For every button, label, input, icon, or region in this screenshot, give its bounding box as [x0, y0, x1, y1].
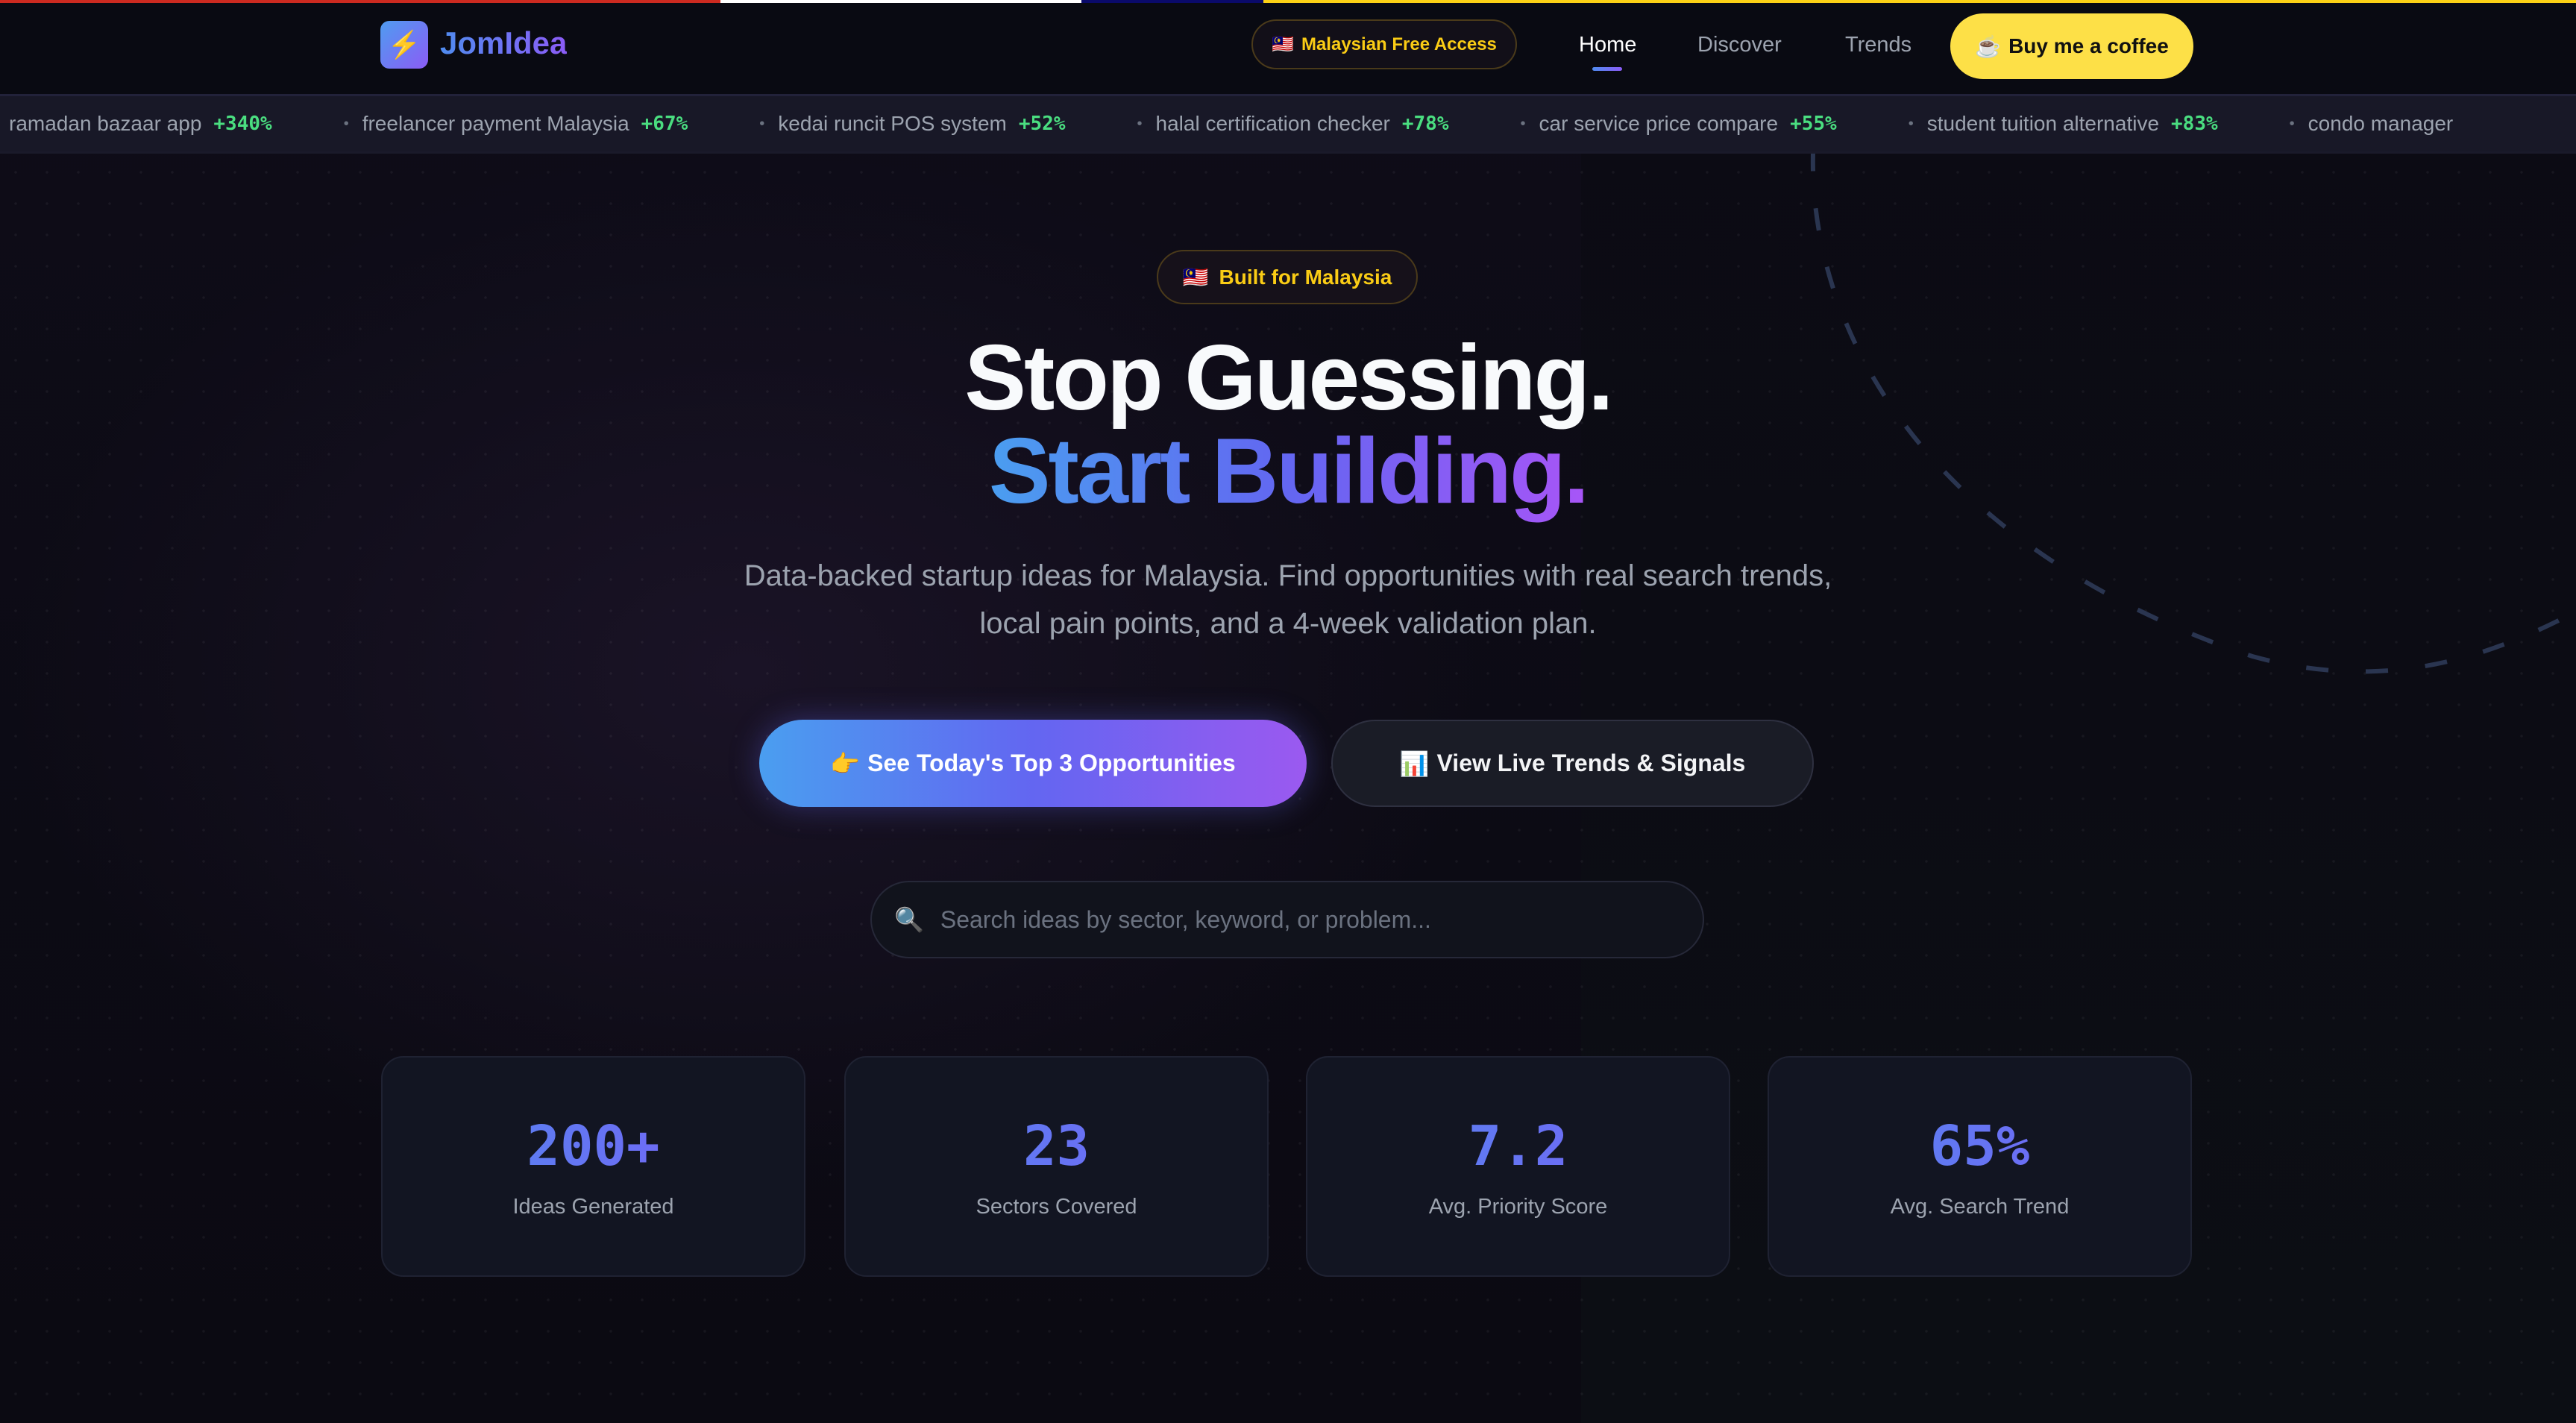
bullet: • [1908, 115, 1914, 132]
ticker-term: student tuition alternative [1926, 112, 2160, 135]
primary-cta-label: See Today's Top 3 Opportunities [867, 750, 1236, 776]
stat-label: Sectors Covered [976, 1195, 1137, 1219]
hero-title-line2: Start Building. [0, 425, 2576, 518]
stat-label: Avg. Search Trend [1890, 1195, 2070, 1219]
top-nav: ⚡ JomIdea 🇲🇾 Malaysian Free Access Home D… [0, 3, 2576, 94]
ticker-term: ramadan bazaar app [9, 112, 202, 135]
subtitle-line1: Data-backed startup ideas for Malaysia. … [744, 559, 1832, 592]
ticker-change: +67% [641, 113, 688, 135]
built-for-malaysia-badge: 🇲🇾 Built for Malaysia [1157, 250, 1418, 304]
subtitle-line2: local pain points, and a 4-week validati… [979, 607, 1597, 640]
stat-label: Avg. Priority Score [1428, 1195, 1608, 1219]
search-icon: 🔍 [894, 906, 924, 933]
hero-title-gradient: Start Building. [988, 420, 1589, 523]
logo-lightning-icon[interactable]: ⚡ [380, 21, 428, 69]
stat-value: 65% [1769, 1114, 2190, 1178]
ticker-item[interactable]: ramadan bazaar app +340% [9, 112, 272, 136]
hero-title-line1: Stop Guessing. [964, 327, 1613, 430]
ticker-change: +83% [2171, 113, 2218, 135]
ticker-term: kedai runcit POS system [778, 112, 1007, 135]
pill-label: Malaysian Free Access [1301, 34, 1497, 54]
ticker-change: +340% [213, 113, 272, 135]
ticker-change: +52% [1018, 113, 1066, 135]
malaysia-flag-icon: 🇲🇾 [1272, 34, 1294, 54]
brand-name[interactable]: JomIdea [440, 25, 568, 60]
buy-me-a-coffee-button[interactable]: ☕ Buy me a coffee [1950, 13, 2193, 79]
stat-card: 200+ Ideas Generated [381, 1056, 805, 1277]
coffee-label: Buy me a coffee [2008, 34, 2169, 57]
bullet: • [1137, 115, 1143, 132]
malaysia-flag-icon: 🇲🇾 [1182, 266, 1209, 289]
bullet: • [1520, 115, 1526, 132]
stat-value: 7.2 [1307, 1114, 1729, 1178]
stat-value: 23 [846, 1114, 1267, 1178]
coffee-icon: ☕ [1975, 34, 2002, 58]
ticker-term: car service price compare [1539, 112, 1779, 135]
live-trends-button[interactable]: 📊 View Live Trends & Signals [1331, 720, 1814, 807]
stat-value: 200+ [383, 1114, 804, 1178]
nav-trends[interactable]: Trends [1845, 33, 1912, 57]
search-bar[interactable]: 🔍 [870, 881, 1704, 958]
ticker-item[interactable]: • freelancer payment Malaysia +67% [344, 112, 688, 136]
bar-chart-icon: 📊 [1399, 750, 1430, 777]
badge-label: Built for Malaysia [1219, 265, 1392, 289]
bullet: • [2289, 115, 2295, 132]
ticker-term: condo manager [2308, 112, 2454, 135]
ticker-item[interactable]: • student tuition alternative +83% [1909, 112, 2218, 136]
ticker-change: +78% [1401, 113, 1449, 135]
stat-card: 65% Avg. Search Trend [1768, 1056, 2192, 1277]
search-input[interactable] [940, 905, 1612, 934]
trend-ticker: ramadan bazaar app +340% • freelancer payme… [0, 94, 2576, 154]
ticker-item[interactable]: • kedai runcit POS system +52% [759, 112, 1065, 136]
malaysian-free-access-pill[interactable]: 🇲🇾 Malaysian Free Access [1251, 19, 1517, 69]
ticker-item[interactable]: • halal certification checker +78% [1137, 112, 1448, 136]
pointing-hand-icon: 👉 [830, 750, 861, 777]
ticker-item[interactable]: • car service price compare +55% [1521, 112, 1837, 136]
ticker-change: +55% [1790, 113, 1837, 135]
nav-discover[interactable]: Discover [1697, 33, 1782, 57]
nav-home[interactable]: Home [1579, 33, 1637, 57]
flag-stripe [0, 0, 2576, 3]
stat-card: 23 Sectors Covered [844, 1056, 1269, 1277]
top-opportunities-button[interactable]: 👉 See Today's Top 3 Opportunities [759, 720, 1307, 807]
ticker-item[interactable]: • condo manager [2290, 112, 2454, 136]
stat-label: Ideas Generated [512, 1195, 674, 1219]
bullet: • [343, 115, 349, 132]
stat-card: 7.2 Avg. Priority Score [1306, 1056, 1730, 1277]
active-nav-indicator [1592, 67, 1622, 71]
ticker-term: halal certification checker [1155, 112, 1390, 135]
bullet: • [759, 115, 765, 132]
ticker-term: freelancer payment Malaysia [362, 112, 629, 135]
secondary-cta-label: View Live Trends & Signals [1436, 750, 1746, 776]
hero-subtitle: Data-backed startup ideas for Malaysia. … [0, 552, 2576, 647]
